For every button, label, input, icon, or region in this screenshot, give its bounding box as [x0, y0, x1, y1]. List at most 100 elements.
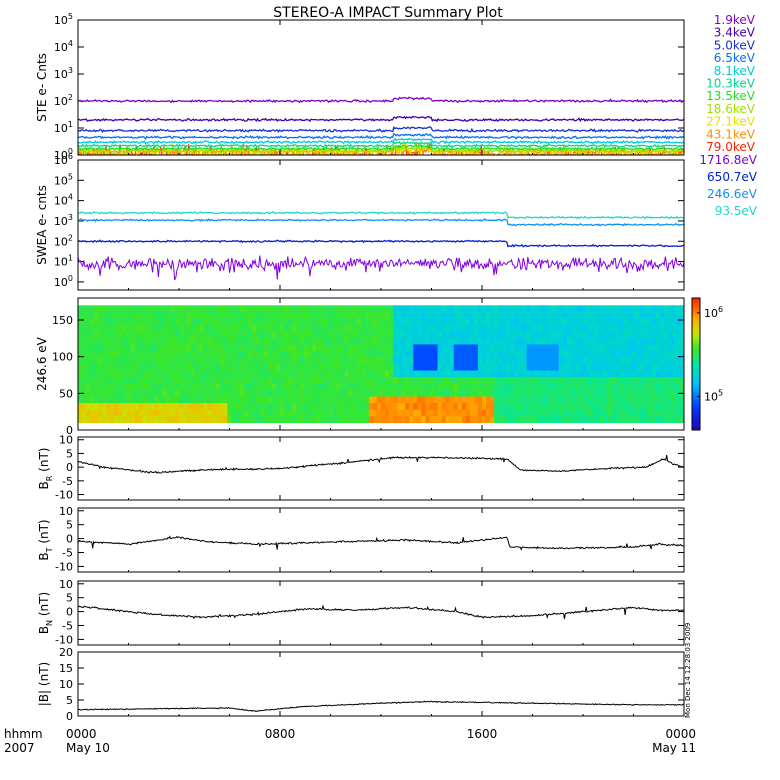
pad-cell: [498, 409, 503, 417]
pad-cell: [635, 305, 640, 313]
pad-cell: [340, 324, 346, 332]
pad-cell: [437, 377, 442, 384]
pad-cell: [179, 403, 184, 411]
pad-cell: [368, 409, 374, 417]
pad-cell: [219, 383, 224, 391]
pad-cell: [223, 390, 228, 397]
pad-cell: [187, 311, 192, 319]
pad-cell: [457, 305, 463, 313]
pad-cell: [284, 364, 289, 371]
pad-cell: [457, 350, 463, 358]
pad-cell: [360, 370, 366, 378]
pad-cell: [461, 357, 467, 365]
pad-cell: [251, 403, 257, 411]
pad-cell: [90, 383, 95, 391]
pad-cell: [348, 311, 354, 319]
pad-cell: [142, 350, 148, 358]
pad-cell: [671, 377, 677, 384]
pad-cell: [623, 324, 628, 332]
pad-cell: [235, 364, 240, 371]
pad-cell: [429, 305, 434, 313]
pad-cell: [239, 409, 245, 417]
pad-cell: [138, 364, 144, 371]
pad-cell: [566, 311, 572, 319]
pad-cell: [348, 337, 354, 345]
pad-cell: [328, 357, 333, 365]
pad-cell: [110, 350, 115, 358]
pad-cell: [429, 344, 434, 352]
pad-cell: [457, 324, 463, 332]
pad-cell: [659, 370, 665, 378]
pad-cell: [623, 377, 628, 384]
colorbar-cell: [692, 353, 700, 356]
pad-cell: [437, 390, 442, 397]
pad-cell: [393, 390, 398, 397]
pad-cell: [433, 409, 438, 417]
pad-cell: [199, 305, 204, 313]
pad-cell: [385, 344, 390, 352]
pad-cell: [215, 396, 220, 404]
pad-cell: [166, 337, 172, 345]
pad-cell: [506, 318, 511, 326]
pad-cell: [211, 409, 216, 417]
pad-cell: [348, 409, 354, 417]
pad-cell: [199, 318, 204, 326]
pad-cell: [292, 357, 297, 365]
colorbar-cell: [692, 309, 700, 312]
pad-cell: [352, 331, 358, 339]
pad-cell: [477, 350, 483, 358]
pad-cell: [465, 324, 471, 332]
pad-cell: [647, 331, 653, 339]
pad-cell: [615, 311, 620, 319]
pad-cell: [195, 350, 200, 358]
pad-cell: [453, 350, 459, 358]
pad-cell: [223, 396, 228, 404]
pad-cell: [433, 390, 438, 397]
pad-cell: [267, 390, 273, 397]
pad-cell: [243, 350, 249, 358]
pad-cell: [486, 416, 491, 424]
pad-cell: [340, 357, 346, 365]
pad-cell: [251, 318, 257, 326]
pad-cell: [667, 403, 673, 411]
pad-cell: [263, 403, 269, 411]
pad-cell: [627, 305, 632, 313]
pad-cell: [514, 324, 519, 332]
pad-cell: [183, 305, 188, 313]
pad-cell: [615, 403, 620, 411]
pad-cell: [215, 305, 220, 313]
pad-cell: [522, 305, 527, 313]
pad-cell: [150, 403, 156, 411]
pad-cell: [558, 324, 564, 332]
pad-cell: [154, 357, 160, 365]
pad-cell: [445, 370, 451, 378]
pad-cell: [150, 383, 156, 391]
pad-cell: [482, 311, 487, 319]
br-trace: [77, 454, 685, 474]
pad-cell: [599, 364, 604, 371]
pad-cell: [445, 416, 451, 424]
pad-cell: [110, 337, 115, 345]
swea-ytick-label: 104: [54, 193, 73, 208]
pad-cell: [441, 383, 447, 391]
ste-legend-13.5keV: 13.5keV: [706, 89, 756, 103]
pad-cell: [611, 324, 616, 332]
pad-cell: [583, 305, 588, 313]
legends: 1.9keV3.4keV5.0keV6.5keV8.1keV10.3keV13.…: [699, 13, 757, 218]
pad-cell: [118, 370, 123, 378]
pad-cell: [417, 416, 422, 424]
pad-cell: [90, 318, 95, 326]
pad-cell: [595, 377, 600, 384]
pad-cell: [445, 390, 451, 397]
pad-cell: [267, 331, 273, 339]
pad-cell: [599, 403, 604, 411]
pad-cell: [86, 350, 91, 358]
pad-cell: [275, 370, 281, 378]
pad-cell: [441, 403, 447, 411]
pad-cell: [611, 409, 616, 417]
pad-cell: [368, 318, 374, 326]
pad-cell: [219, 331, 224, 339]
pad-cell: [393, 331, 398, 339]
pad-cell: [215, 377, 220, 384]
pad-cell: [348, 350, 354, 358]
